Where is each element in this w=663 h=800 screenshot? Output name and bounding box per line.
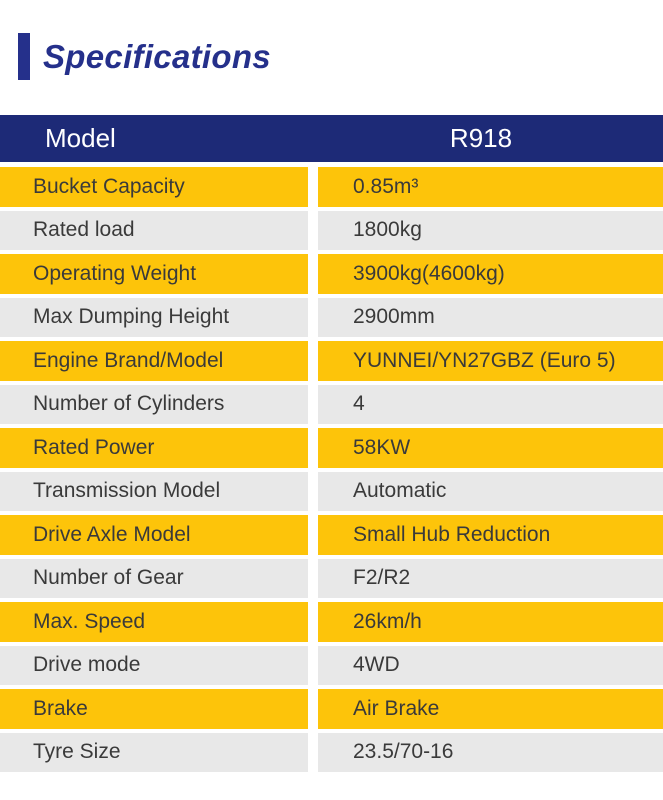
table-row: Operating Weight 3900kg(4600kg)	[0, 254, 663, 294]
row-label: Bucket Capacity	[0, 167, 308, 207]
table-header-model-label: Model	[45, 123, 116, 153]
spec-table: Model R918 Bucket Capacity 0.85m³ Rated lo…	[0, 115, 663, 772]
row-label: Tyre Size	[0, 732, 308, 772]
table-header-row: Model R918	[0, 115, 663, 162]
row-value: 3900kg(4600kg)	[318, 254, 663, 294]
table-row: Drive Axle Model Small Hub Reduction	[0, 515, 663, 555]
row-label: Drive mode	[0, 645, 308, 685]
table-row: Max Dumping Height 2900mm	[0, 297, 663, 337]
row-label: Engine Brand/Model	[0, 341, 308, 381]
page-title: Specifications	[43, 37, 271, 75]
row-value: 0.85m³	[318, 167, 663, 207]
row-label: Transmission Model	[0, 471, 308, 511]
table-row: Max. Speed 26km/h	[0, 602, 663, 642]
table-row: Tyre Size 23.5/70-16	[0, 732, 663, 772]
table-row: Number of Gear F2/R2	[0, 558, 663, 598]
row-value: 26km/h	[318, 602, 663, 642]
table-row: Engine Brand/Model YUNNEI/YN27GBZ (Euro 5…	[0, 341, 663, 381]
row-value: 4WD	[318, 645, 663, 685]
table-row: Number of Cylinders 4	[0, 384, 663, 424]
row-value: Automatic	[318, 471, 663, 511]
row-value: 23.5/70-16	[318, 732, 663, 772]
row-value: Air Brake	[318, 689, 663, 729]
row-value: YUNNEI/YN27GBZ (Euro 5)	[318, 341, 663, 381]
table-row: Bucket Capacity 0.85m³	[0, 167, 663, 207]
row-label: Drive Axle Model	[0, 515, 308, 555]
row-value: 2900mm	[318, 297, 663, 337]
row-label: Number of Cylinders	[0, 384, 308, 424]
row-label: Brake	[0, 689, 308, 729]
table-row: Rated load 1800kg	[0, 210, 663, 250]
table-row: Transmission Model Automatic	[0, 471, 663, 511]
section-header: Specifications	[18, 33, 663, 80]
row-label: Max Dumping Height	[0, 297, 308, 337]
table-body: Bucket Capacity 0.85m³ Rated load 1800kg Ope…	[0, 167, 663, 772]
table-row: Drive mode 4WD	[0, 645, 663, 685]
title-accent-bar	[18, 33, 30, 80]
row-label: Rated Power	[0, 428, 308, 468]
row-value: 4	[318, 384, 663, 424]
table-header-model-value: R918	[449, 123, 513, 153]
row-label: Rated load	[0, 210, 308, 250]
table-row: Brake Air Brake	[0, 689, 663, 729]
row-label: Operating Weight	[0, 254, 308, 294]
row-value: 1800kg	[318, 210, 663, 250]
row-label: Number of Gear	[0, 558, 308, 598]
row-label: Max. Speed	[0, 602, 308, 642]
row-value: 58KW	[318, 428, 663, 468]
row-value: Small Hub Reduction	[318, 515, 663, 555]
row-value: F2/R2	[318, 558, 663, 598]
table-row: Rated Power 58KW	[0, 428, 663, 468]
